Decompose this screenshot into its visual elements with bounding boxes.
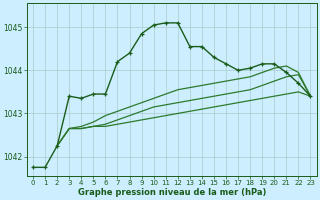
X-axis label: Graphe pression niveau de la mer (hPa): Graphe pression niveau de la mer (hPa) [77, 188, 266, 197]
